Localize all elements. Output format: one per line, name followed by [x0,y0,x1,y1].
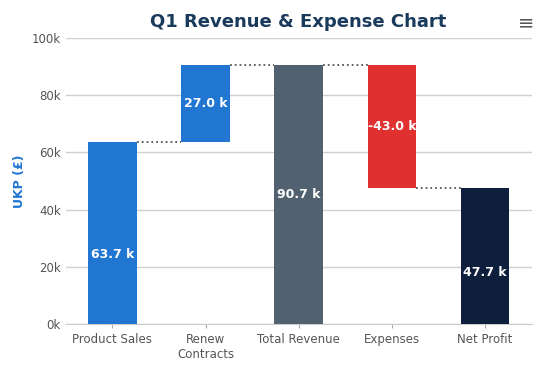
Text: ≡: ≡ [518,13,534,32]
Bar [461,187,509,324]
Text: 63.7 k: 63.7 k [90,248,134,261]
Bar [88,142,136,324]
Text: 90.7 k: 90.7 k [277,188,321,201]
Text: -43.0 k: -43.0 k [368,120,416,133]
Title: Q1 Revenue & Expense Chart: Q1 Revenue & Expense Chart [151,13,447,31]
Bar [181,65,230,142]
Text: 47.7 k: 47.7 k [463,266,507,279]
Bar [275,65,323,324]
Y-axis label: UKP (£): UKP (£) [13,154,26,208]
Text: 27.0 k: 27.0 k [184,97,227,110]
Bar [368,65,416,187]
